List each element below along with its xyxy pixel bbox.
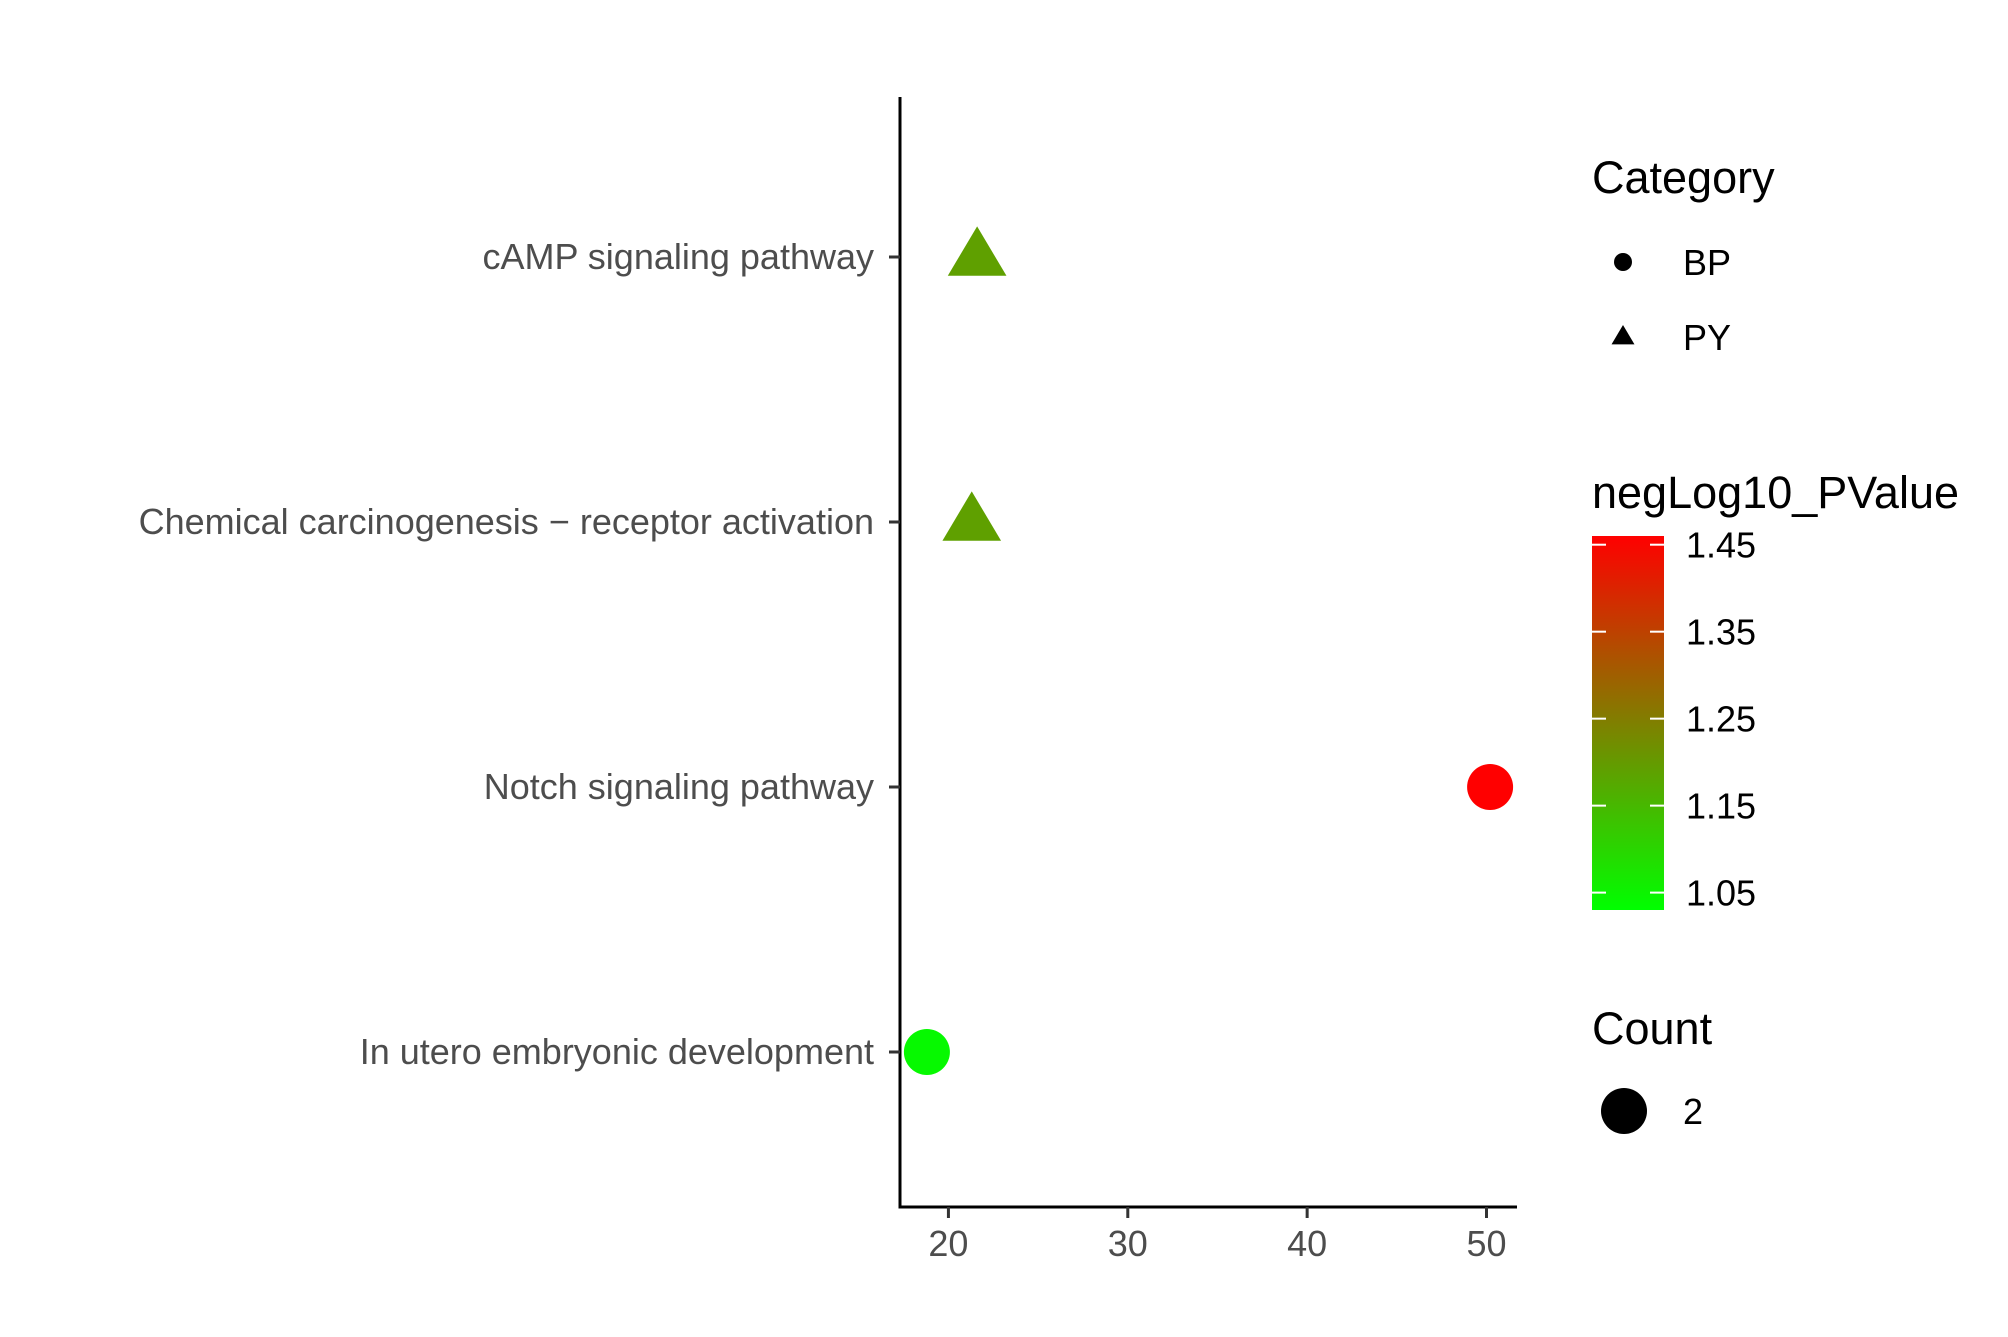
colorbar-tick-label: 1.05 bbox=[1686, 873, 1756, 914]
legend-pvalue-title: negLog10_PValue bbox=[1592, 467, 1959, 518]
plot-area: In utero embryonic development Notch sign… bbox=[139, 97, 1517, 1264]
legend-category: Category BP PY bbox=[1592, 152, 1775, 358]
legend-count-circle-icon bbox=[1601, 1088, 1647, 1134]
y-tick-label: Notch signaling pathway bbox=[484, 766, 874, 807]
y-tick-label: cAMP signaling pathway bbox=[482, 236, 874, 277]
legend-category-label: BP bbox=[1683, 242, 1731, 283]
x-tick-label: 30 bbox=[1108, 1223, 1148, 1264]
legend-neglog10-pvalue: negLog10_PValue 1.45 1.35 1.25 1.15 1.05 bbox=[1592, 467, 1959, 914]
colorbar-tick-label: 1.35 bbox=[1686, 612, 1756, 653]
data-point-circle bbox=[1467, 764, 1514, 810]
data-point-triangle bbox=[947, 226, 1007, 276]
data-points bbox=[903, 226, 1514, 1075]
legend-circle-icon bbox=[1614, 253, 1632, 271]
data-point-circle bbox=[903, 1029, 950, 1075]
y-axis-ticks: In utero embryonic development Notch sign… bbox=[139, 236, 900, 1072]
colorbar-tick-label: 1.25 bbox=[1686, 699, 1756, 740]
data-point-triangle bbox=[942, 491, 1002, 541]
x-axis-ticks: 20 30 40 50 bbox=[928, 1207, 1507, 1264]
legend-count-title: Count bbox=[1592, 1003, 1713, 1054]
legend-category-title: Category bbox=[1592, 152, 1775, 203]
legend-count-label: 2 bbox=[1683, 1091, 1703, 1132]
legend-category-label: PY bbox=[1683, 317, 1731, 358]
colorbar-tick-label: 1.45 bbox=[1686, 525, 1756, 566]
x-tick-label: 20 bbox=[928, 1223, 968, 1264]
colorbar-tick-label: 1.15 bbox=[1686, 786, 1756, 827]
y-tick-label: Chemical carcinogenesis − receptor activ… bbox=[139, 501, 874, 542]
legend-triangle-icon bbox=[1611, 325, 1635, 345]
x-tick-label: 50 bbox=[1466, 1223, 1506, 1264]
x-tick-label: 40 bbox=[1287, 1223, 1327, 1264]
y-tick-label: In utero embryonic development bbox=[360, 1031, 874, 1072]
colorbar bbox=[1592, 536, 1664, 910]
legend-count: Count 2 bbox=[1592, 1003, 1713, 1134]
